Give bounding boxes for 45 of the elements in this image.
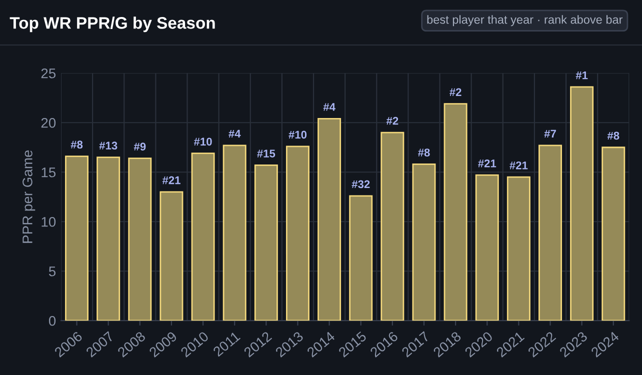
annotation: #9 (134, 142, 146, 151)
bar (65, 156, 89, 321)
bar (222, 144, 246, 321)
bar (475, 174, 499, 321)
annotation: #8 (607, 132, 620, 140)
annotation: #10 (288, 130, 307, 139)
bar (380, 132, 404, 321)
annotation: #32 (352, 180, 370, 188)
annotation: #2 (386, 116, 398, 125)
chart-subtitle: best player that year · rank above bar (427, 15, 623, 26)
bar (506, 176, 530, 321)
y-tick-label: 25 (41, 68, 56, 78)
annotation: #4 (323, 103, 336, 111)
y-tick-label: 5 (48, 266, 56, 276)
y-tick-label: 20 (41, 118, 56, 128)
y-tick-label: 10 (42, 216, 56, 227)
annotation: #21 (510, 161, 528, 170)
annotation: #8 (418, 148, 430, 156)
annotation: #21 (162, 176, 180, 184)
bar (254, 164, 278, 321)
bar (602, 146, 626, 321)
annotation: #1 (576, 71, 588, 80)
annotation: #13 (99, 142, 118, 150)
bar (444, 103, 468, 321)
annotation: #8 (70, 140, 83, 149)
chart-title: Top WR PPR/G by Season (10, 16, 215, 32)
bar (286, 146, 310, 321)
annotation: #10 (194, 138, 212, 146)
annotation: #15 (257, 150, 276, 158)
bar (128, 158, 152, 321)
annotation: #7 (544, 130, 556, 138)
bar (318, 118, 342, 321)
annotation: #4 (228, 130, 241, 138)
bar (570, 86, 594, 321)
bar (160, 191, 184, 321)
annotation: #2 (450, 88, 462, 96)
bar (191, 152, 215, 321)
bar (96, 156, 120, 321)
y-tick-label: 15 (42, 168, 56, 178)
y-tick-label: 0 (48, 316, 56, 326)
y-axis-title: PPR per Game (22, 150, 36, 243)
bar (538, 144, 562, 321)
annotation: #21 (478, 159, 496, 168)
bar (412, 164, 436, 321)
bar (349, 195, 373, 321)
